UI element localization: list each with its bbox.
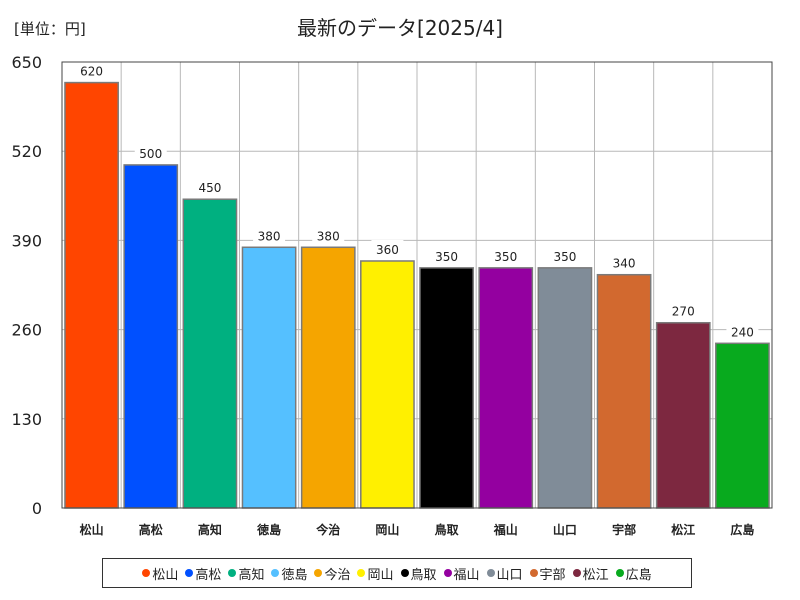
legend-marker xyxy=(400,569,409,577)
legend-label: 鳥取 xyxy=(410,567,437,583)
legend-item: 岡山 xyxy=(357,564,394,583)
legend-marker xyxy=(529,569,538,577)
y-tick-label: 0 xyxy=(32,499,42,518)
legend-item: 高知 xyxy=(228,564,264,583)
legend-label: 広島 xyxy=(625,567,652,583)
y-tick-label: 650 xyxy=(11,53,42,72)
legend-item: 松山 xyxy=(142,564,178,583)
value-label-bg xyxy=(608,253,641,270)
legend-marker xyxy=(185,569,194,577)
legend-label: 高松 xyxy=(195,567,222,583)
plot-frame xyxy=(61,61,773,509)
value-label: 360 xyxy=(376,243,399,257)
value-label-bg xyxy=(253,226,286,243)
y-tick-label: 520 xyxy=(11,142,42,161)
legend-label: 宇部 xyxy=(539,567,566,583)
value-label: 350 xyxy=(435,250,458,264)
legend-label: 徳島 xyxy=(281,567,308,583)
value-label: 240 xyxy=(731,325,754,339)
category-label: 高松 xyxy=(139,522,163,537)
bar xyxy=(596,273,652,509)
category-label: 広島 xyxy=(730,522,754,537)
value-label-bg xyxy=(134,143,167,160)
legend: 松山 高松 高知 徳島 今治 岡山 鳥取 福山 山口 宇部 松江 広島 xyxy=(102,558,692,588)
value-label: 340 xyxy=(613,257,636,271)
bar xyxy=(182,198,238,509)
bar xyxy=(478,267,534,509)
bar xyxy=(537,267,593,509)
legend-label: 松山 xyxy=(152,567,179,583)
value-label: 380 xyxy=(258,229,281,243)
value-label-bg xyxy=(548,246,581,263)
value-label: 450 xyxy=(198,181,221,195)
legend-marker xyxy=(486,569,495,577)
value-label-bg xyxy=(489,246,522,263)
value-label-bg xyxy=(193,178,226,195)
category-label: 松山 xyxy=(80,522,104,537)
value-label: 380 xyxy=(317,229,340,243)
value-label: 500 xyxy=(139,147,162,161)
y-tick-label: 390 xyxy=(11,231,42,250)
bar xyxy=(123,164,179,509)
legend-marker xyxy=(572,569,581,577)
value-label: 620 xyxy=(80,65,103,79)
bar xyxy=(64,81,119,509)
category-label: 山口 xyxy=(553,522,577,537)
y-tick-label: 260 xyxy=(11,321,42,340)
legend-label: 今治 xyxy=(324,567,351,583)
legend-marker xyxy=(228,569,237,577)
value-label-bg xyxy=(371,239,404,256)
value-label: 270 xyxy=(672,305,695,319)
category-label: 宇部 xyxy=(612,522,636,537)
value-label-bg xyxy=(726,322,759,339)
bar xyxy=(360,260,415,509)
legend-marker xyxy=(271,569,280,577)
value-label-bg xyxy=(430,246,463,263)
legend-item: 山口 xyxy=(486,564,523,583)
value-label-bg xyxy=(312,226,345,243)
category-label: 徳島 xyxy=(256,522,281,537)
legend-item: 徳島 xyxy=(271,564,307,583)
bar xyxy=(300,246,356,509)
legend-item: 松江 xyxy=(572,564,609,583)
value-label-bg xyxy=(667,301,700,318)
legend-marker xyxy=(314,569,323,577)
bar xyxy=(419,267,474,509)
chart-title: 最新のデータ[2025/4] xyxy=(297,16,503,40)
legend-label: 高知 xyxy=(238,567,265,583)
legend-label: 福山 xyxy=(453,567,480,583)
bar xyxy=(715,342,770,509)
legend-marker xyxy=(443,569,452,577)
bar xyxy=(241,246,297,509)
legend-label: 岡山 xyxy=(367,567,394,583)
value-label-bg xyxy=(75,61,108,78)
legend-item: 高松 xyxy=(185,564,221,583)
value-label: 350 xyxy=(494,250,517,264)
category-label: 鳥取 xyxy=(435,522,459,537)
bar-chart: 0 130 260 390 520 650 620 松山 500 高松 450 高知 380 徳島 380 今… xyxy=(11,53,773,537)
category-label: 福山 xyxy=(493,522,518,537)
legend-item: 今治 xyxy=(314,564,350,583)
value-label: 350 xyxy=(553,250,576,264)
category-label: 高知 xyxy=(198,522,222,537)
category-label: 岡山 xyxy=(375,522,399,537)
legend-item: 福山 xyxy=(443,564,480,583)
legend-marker xyxy=(142,569,151,577)
category-label: 松江 xyxy=(671,522,695,537)
legend-item: 広島 xyxy=(615,564,652,583)
legend-marker xyxy=(357,569,366,577)
legend-item: 宇部 xyxy=(529,564,566,583)
legend-marker xyxy=(615,569,624,577)
unit-label: [単位：円] xyxy=(14,20,86,38)
bar xyxy=(655,321,711,509)
legend-item: 鳥取 xyxy=(400,564,437,583)
legend-label: 山口 xyxy=(496,567,523,583)
category-label: 今治 xyxy=(315,522,340,537)
legend-label: 松江 xyxy=(582,567,609,583)
y-tick-label: 130 xyxy=(11,410,42,429)
